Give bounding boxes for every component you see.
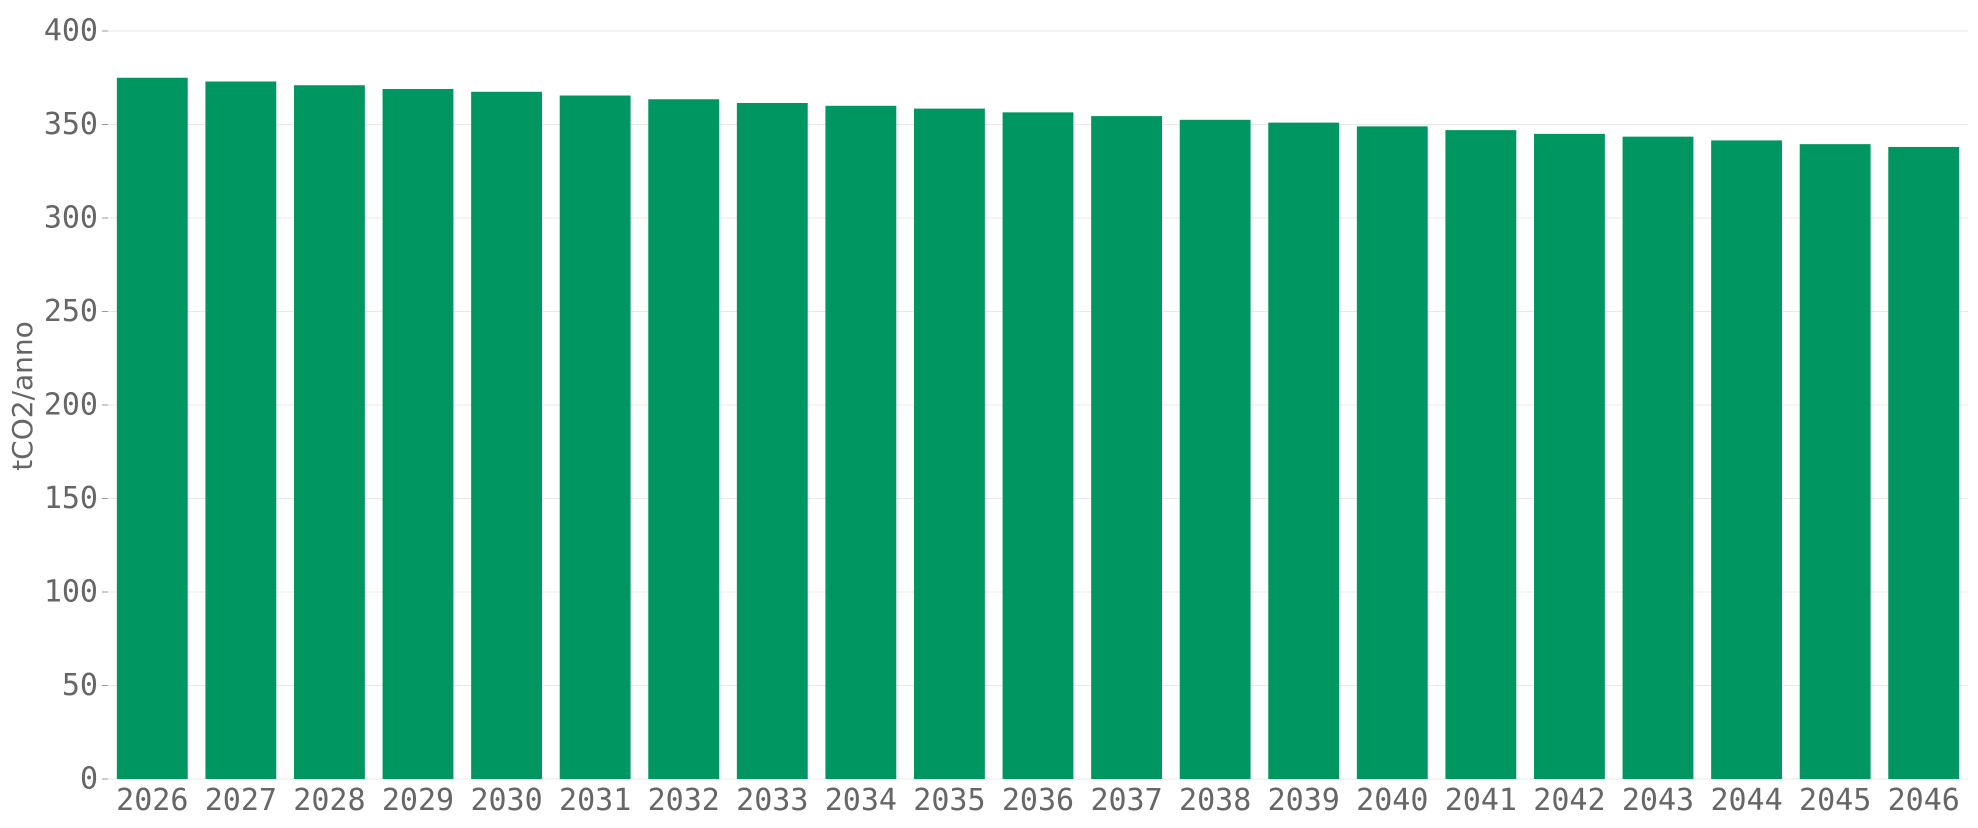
x-tick-label: 2042 <box>1533 783 1605 818</box>
x-tick-label: 2032 <box>648 783 720 818</box>
bar-2038 <box>1179 119 1251 779</box>
bar-2026 <box>116 77 188 779</box>
x-tick-label: 2028 <box>293 783 365 818</box>
x-tick-label: 2035 <box>913 783 985 818</box>
bar-2044 <box>1711 140 1782 779</box>
x-tick-label: 2034 <box>825 783 897 818</box>
bar-2034 <box>825 105 897 780</box>
x-tick-label: 2045 <box>1799 783 1871 818</box>
x-tick-label: 2027 <box>205 783 277 818</box>
x-axis: 2026 2027 2028 2029 2030 2031 2032 2033 2034 2035… <box>116 783 1960 818</box>
bar-2035 <box>914 108 985 780</box>
bar-2041 <box>1445 130 1517 780</box>
x-tick-label: 2037 <box>1090 783 1162 818</box>
x-tick-label: 2036 <box>1002 783 1074 818</box>
y-tick-label: 200 <box>44 388 98 423</box>
x-tick-label: 2041 <box>1445 783 1517 818</box>
y-axis: 0 50 100 150 200 250 300 350 400 <box>44 14 108 797</box>
bars-layer <box>116 77 1960 780</box>
x-tick-label: 2043 <box>1622 783 1694 818</box>
bar-2027 <box>205 81 277 780</box>
x-tick-label: 2031 <box>559 783 631 818</box>
bar-2045 <box>1799 144 1871 779</box>
y-tick-label: 150 <box>44 481 98 516</box>
bar-2029 <box>382 88 454 780</box>
bar-2039 <box>1268 122 1340 779</box>
x-tick-label: 2029 <box>382 783 454 818</box>
x-tick-label: 2038 <box>1179 783 1251 818</box>
bar-2031 <box>559 95 631 779</box>
y-tick-label: 350 <box>44 107 98 142</box>
y-tick-label: 0 <box>80 762 98 797</box>
bar-2043 <box>1622 136 1694 779</box>
y-tick-label: 300 <box>44 201 98 236</box>
bar-2033 <box>736 102 808 780</box>
x-tick-label: 2026 <box>116 783 188 818</box>
x-tick-label: 2030 <box>470 783 542 818</box>
x-tick-label: 2039 <box>1268 783 1340 818</box>
x-tick-label: 2044 <box>1710 783 1782 818</box>
y-tick-label: 400 <box>44 14 98 49</box>
bar-2046 <box>1888 146 1960 779</box>
bar-2030 <box>471 91 542 779</box>
x-tick-label: 2046 <box>1888 783 1960 818</box>
y-tick-label: 50 <box>62 668 98 703</box>
y-tick-label: 250 <box>44 294 98 329</box>
y-tick-label: 100 <box>44 575 98 610</box>
bar-2028 <box>294 85 365 780</box>
bar-2042 <box>1534 133 1605 780</box>
bar-2036 <box>1002 112 1074 780</box>
bar-2040 <box>1356 126 1428 780</box>
x-tick-label: 2040 <box>1356 783 1428 818</box>
x-tick-label: 2033 <box>736 783 808 818</box>
bar-2037 <box>1091 116 1162 779</box>
bar-2032 <box>648 99 720 779</box>
y-axis-title: tCO2/anno <box>6 321 39 471</box>
